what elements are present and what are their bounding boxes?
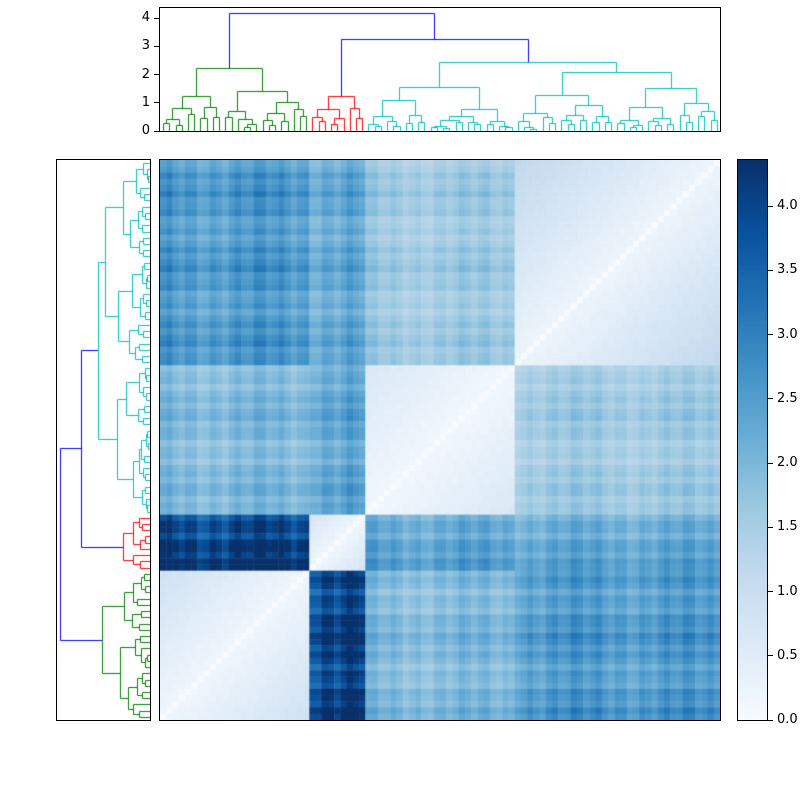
- colorbar-tick: [768, 719, 773, 721]
- colorbar-tick: [768, 462, 773, 464]
- colorbar-tick-label: 3.5: [777, 262, 798, 278]
- colorbar-tick: [768, 398, 773, 400]
- colorbar-tick: [768, 591, 773, 593]
- left-dendrogram-panel: [56, 159, 151, 721]
- top-axis-tick-label: 3: [141, 38, 150, 54]
- colorbar-tick: [768, 655, 773, 657]
- colorbar-tick-label: 2.5: [777, 390, 798, 406]
- top-dendrogram-canvas: [160, 8, 720, 131]
- colorbar-tick-label: 3.0: [777, 326, 798, 342]
- colorbar-tick-label: 0.5: [777, 647, 798, 663]
- colorbar-tick-label: 0.0: [777, 712, 798, 727]
- colorbar-tick: [768, 526, 773, 528]
- top-axis-tick-label: 0: [141, 123, 150, 138]
- colorbar-tick-label: 1.5: [777, 519, 798, 535]
- top-axis-tick: [154, 130, 159, 132]
- colorbar-tick: [768, 205, 773, 207]
- top-axis-tick: [154, 102, 159, 104]
- colorbar-tick-label: 2.0: [777, 455, 798, 471]
- top-axis-tick-label: 4: [141, 10, 150, 26]
- colorbar-tick: [768, 334, 773, 336]
- colorbar-tick-label: 4.0: [777, 198, 798, 214]
- heatmap-panel: [159, 159, 721, 721]
- top-axis-tick-label: 2: [141, 66, 150, 82]
- top-dendrogram-panel: [159, 7, 721, 132]
- top-axis-tick: [154, 45, 159, 47]
- colorbar-panel: [737, 159, 768, 721]
- heatmap-canvas: [160, 160, 720, 720]
- top-axis-tick: [154, 74, 159, 76]
- colorbar-tick-label: 1.0: [777, 583, 798, 599]
- top-axis-tick: [154, 17, 159, 19]
- top-axis-tick-label: 1: [141, 94, 150, 110]
- left-dendrogram-canvas: [57, 160, 150, 720]
- colorbar-gradient-canvas: [738, 160, 767, 720]
- colorbar-tick: [768, 269, 773, 271]
